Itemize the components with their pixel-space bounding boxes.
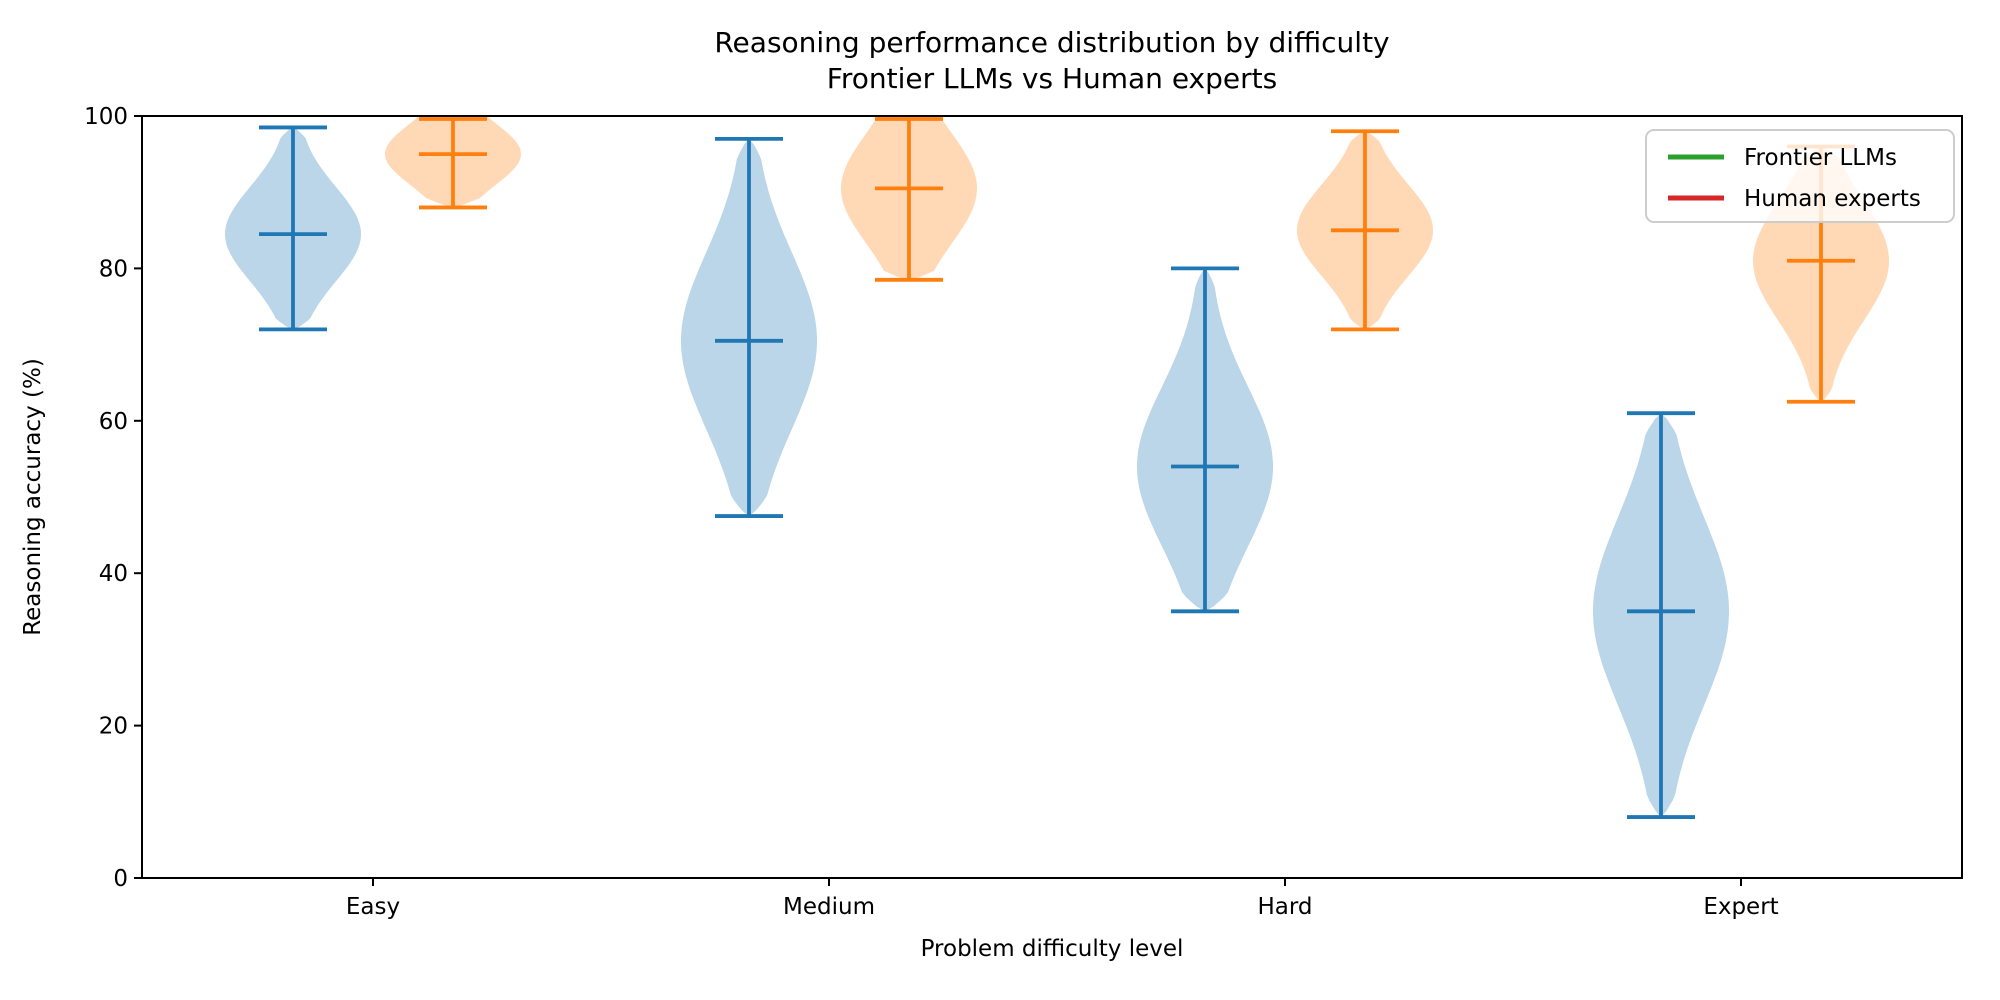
- legend: Frontier LLMs Human experts: [1645, 129, 1955, 223]
- chart-subtitle: Frontier LLMs vs Human experts: [827, 62, 1277, 95]
- y-tick-label: 20: [99, 714, 128, 740]
- violin-frontier-llms-medium: [681, 136, 817, 518]
- violin-frontier-llms-easy: [225, 125, 361, 332]
- violin-frontier-llms-hard: [1137, 266, 1273, 614]
- ticks-layer: 0 20 40 60 80 100 Easy Medium Hard Expert: [84, 104, 1779, 920]
- violin-human-experts-hard: [1297, 129, 1433, 332]
- violin-frontier-llms-expert: [1593, 411, 1729, 819]
- y-tick-label: 80: [99, 256, 128, 282]
- violins-layer: [225, 116, 1889, 819]
- x-axis-label: Problem difficulty level: [921, 936, 1184, 962]
- axes-layer: [141, 115, 1963, 879]
- y-axis-label: Reasoning accuracy (%): [20, 358, 46, 636]
- x-tick-label: Medium: [783, 894, 875, 920]
- x-tick-label: Hard: [1257, 894, 1312, 920]
- violin-human-experts-easy: [385, 116, 521, 210]
- legend-label: Human experts: [1744, 186, 1921, 212]
- x-tick-label: Expert: [1703, 894, 1778, 920]
- y-tick-label: 60: [99, 409, 128, 435]
- y-tick-label: 0: [113, 866, 128, 892]
- violin-human-experts-medium: [841, 116, 977, 282]
- legend-label: Frontier LLMs: [1744, 145, 1897, 171]
- x-tick-label: Easy: [346, 894, 400, 920]
- chart-title: Reasoning performance distribution by di…: [714, 26, 1389, 59]
- y-tick-label: 100: [84, 104, 128, 130]
- plot-frame: [141, 115, 1963, 879]
- y-tick-label: 40: [99, 561, 128, 587]
